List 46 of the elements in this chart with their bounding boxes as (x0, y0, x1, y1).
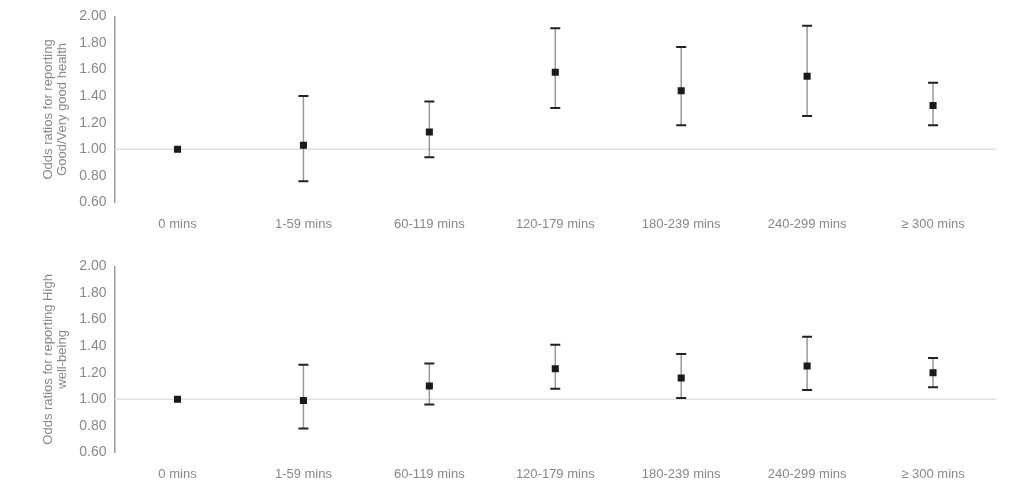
point (551, 68, 559, 76)
point (929, 101, 937, 109)
point (425, 128, 433, 136)
x-tick-label: 1-59 mins (274, 215, 333, 231)
x-tick-label: ≥ 300 mins (901, 215, 966, 231)
y-tick-label: 0.80 (79, 166, 107, 183)
point (677, 374, 685, 382)
x-tick-label: 60-119 mins (394, 465, 466, 481)
point (929, 369, 937, 377)
y-tick-label: 1.00 (79, 140, 107, 157)
y-tick-label: 2.00 (79, 257, 107, 274)
point (173, 145, 182, 153)
y-axis-title: Odds ratios for reporting Good/Very good health (40, 39, 70, 180)
point (803, 72, 811, 80)
x-tick-label: 180-239 mins (641, 465, 722, 481)
y-tick-label: 1.40 (79, 336, 107, 353)
x-tick-label: 60-119 mins (394, 215, 466, 231)
x-tick-label: 240-299 mins (767, 215, 847, 231)
y-tick-label: 0.60 (79, 443, 107, 460)
y-tick-label: 1.80 (79, 283, 107, 300)
y-tick-label: 0.80 (79, 416, 107, 433)
x-tick-label: 0 mins (158, 215, 198, 231)
point (425, 382, 433, 390)
y-tick-label: 1.00 (79, 390, 107, 407)
x-tick-label: 180-239 mins (641, 215, 722, 231)
x-tick-label: 120-179 mins (515, 215, 596, 231)
y-tick-label: 1.20 (79, 363, 107, 380)
y-tick-label: 1.20 (79, 113, 107, 130)
y-tick-label: 1.60 (79, 310, 107, 327)
x-tick-label: ≥ 300 mins (901, 465, 966, 481)
x-tick-label: 0 mins (158, 465, 198, 481)
point (173, 395, 182, 403)
point (299, 141, 307, 149)
point (551, 365, 559, 373)
point (299, 397, 307, 405)
y-tick-label: 1.60 (79, 60, 107, 77)
y-tick-label: 2.00 (79, 7, 107, 24)
point (803, 362, 811, 370)
y-tick-label: 1.80 (79, 33, 107, 50)
x-tick-label: 1-59 mins (274, 465, 333, 481)
y-tick-label: 1.40 (79, 86, 107, 103)
y-tick-label: 0.60 (79, 193, 107, 210)
y-axis-title: Odds ratios for reporting High well-being (40, 274, 70, 445)
x-tick-label: 240-299 mins (767, 465, 847, 481)
point (677, 87, 685, 95)
x-tick-label: 120-179 mins (515, 465, 596, 481)
